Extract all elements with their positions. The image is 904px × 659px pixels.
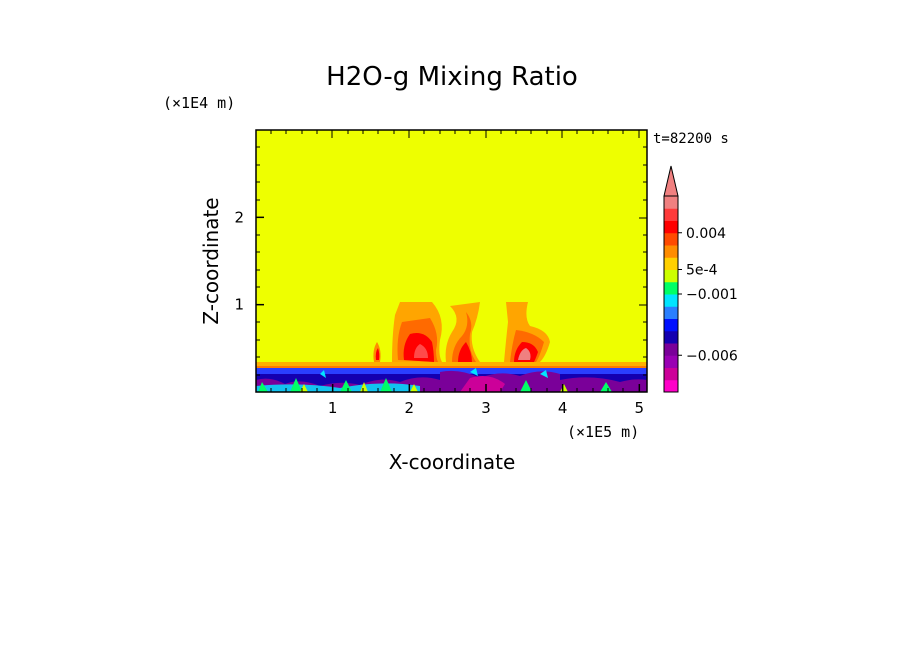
colorbar-swatch	[664, 257, 678, 270]
y-tick-label: 1	[234, 296, 244, 314]
x-tick-label: 4	[558, 399, 568, 417]
colorbar-swatch	[664, 367, 678, 381]
colorbar-tick-label: −0.001	[686, 287, 738, 303]
colorbar-swatch	[664, 245, 678, 258]
time-label: t=82200 s	[653, 131, 729, 147]
colorbar-swatch	[664, 220, 678, 234]
plume-left	[392, 302, 442, 362]
chart-title: H2O-g Mixing Ratio	[326, 62, 578, 92]
plume-middle	[445, 302, 480, 362]
x-tick-label: 2	[405, 399, 415, 417]
colorbar-swatch	[664, 208, 678, 221]
colorbar-swatch	[664, 379, 678, 393]
colorbar-extend-arrow	[663, 165, 679, 197]
colorbar-swatch	[664, 306, 678, 319]
colorbar-swatch	[664, 355, 678, 368]
colorbar-labels: 0.004 5e-4 −0.001 −0.006	[678, 226, 738, 364]
x-tick-label: 3	[481, 399, 491, 417]
plume-right	[504, 302, 550, 362]
y-axis-ticks: 12	[234, 208, 264, 314]
minor-ticks	[256, 130, 647, 392]
plot-frame	[255, 129, 648, 393]
x-axis-ticks: 1 2 3 4 5	[328, 384, 644, 417]
x-tick-label: 1	[328, 399, 338, 417]
plume-small	[373, 342, 381, 362]
x-unit-label: (×1E5 m)	[567, 423, 639, 441]
colorbar-swatch	[664, 294, 678, 307]
boundary-band	[256, 362, 647, 368]
x-tick-label: 5	[635, 399, 645, 417]
colorbar-swatch	[664, 196, 678, 209]
surface-layer	[256, 368, 647, 392]
y-unit-label: (×1E4 m)	[163, 94, 235, 112]
colorbar-swatch	[664, 343, 678, 356]
boundary-band-red	[256, 366, 647, 369]
colorbar-swatch	[664, 318, 678, 332]
y-axis-label: Z-coordinate	[199, 197, 223, 324]
colorbar-tick-label: 0.004	[686, 226, 726, 242]
colorbar-swatch	[664, 232, 678, 246]
x-axis-label: X-coordinate	[389, 450, 516, 474]
colorbar	[663, 165, 679, 393]
colorbar-tick-label: −0.006	[686, 348, 738, 364]
colorbar-swatch	[664, 330, 678, 344]
colorbar-swatch	[664, 281, 678, 295]
colorbar-tick-label: 5e-4	[686, 263, 718, 279]
y-tick-label: 2	[234, 208, 244, 226]
plot-area	[256, 130, 647, 392]
colorbar-swatch	[664, 269, 678, 283]
